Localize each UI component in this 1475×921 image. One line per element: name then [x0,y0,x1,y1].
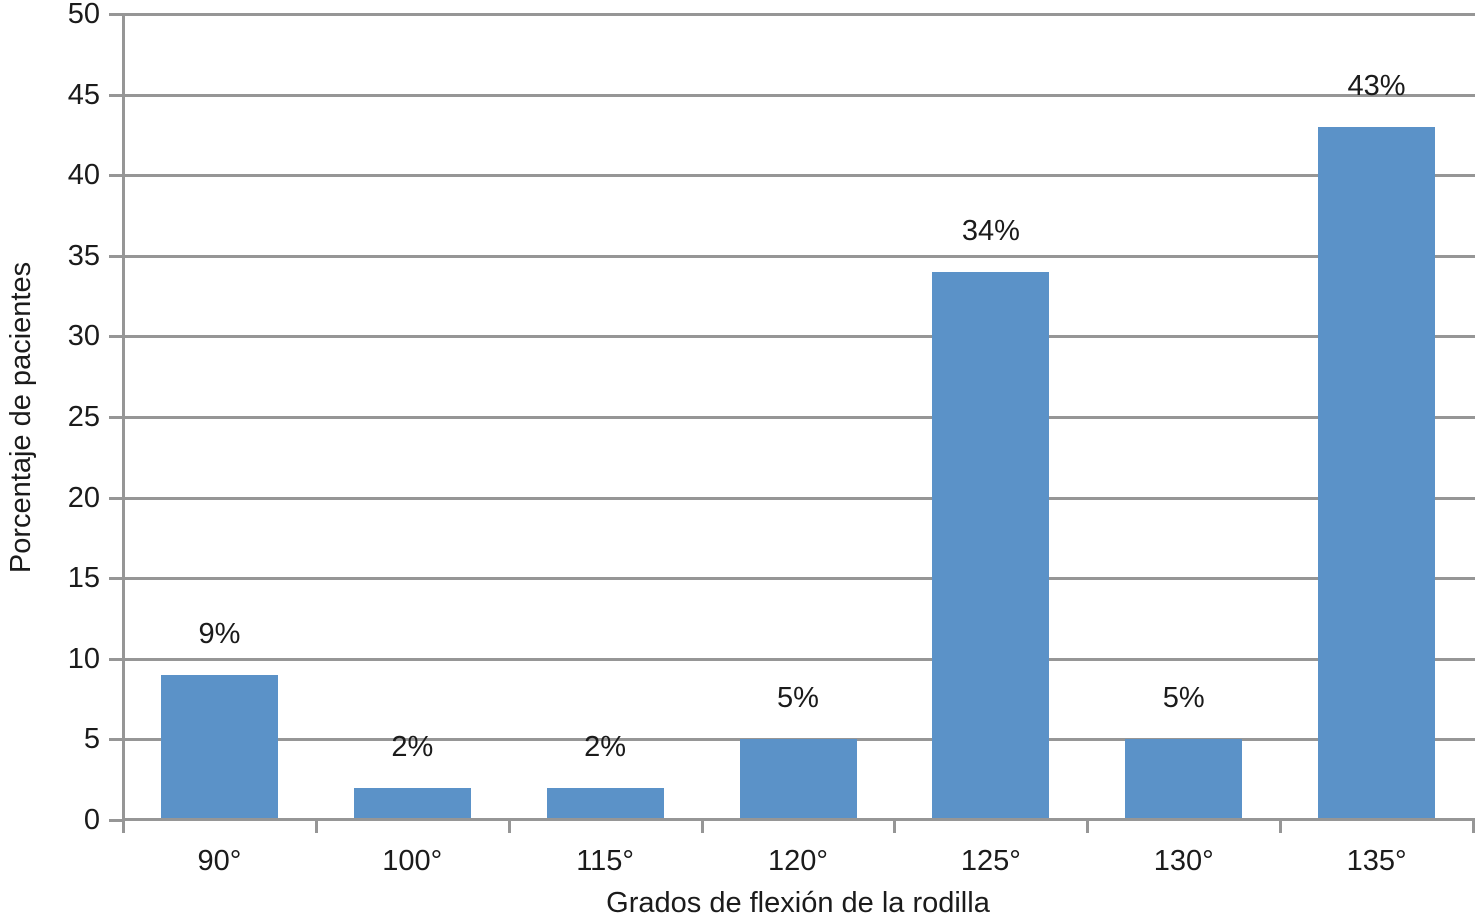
bar-value-label: 2% [391,730,434,763]
bar-value-label: 5% [1162,682,1205,715]
bar-value-label: 43% [1347,69,1406,102]
x-tick [507,820,511,833]
y-tick-label: 45 [67,78,100,111]
y-tick-label: 0 [83,804,100,836]
bar-value-label: 34% [961,214,1020,247]
x-tick [1086,820,1090,833]
y-axis-line [122,13,125,833]
x-tick [893,820,897,833]
gridline [123,335,1475,339]
y-tick-label: 15 [67,562,100,595]
y-tick [109,335,123,339]
gridline [123,416,1475,419]
y-tick [109,819,123,822]
x-tick-label: 135° [1346,845,1407,877]
bar [160,674,278,820]
bar [932,271,1050,820]
x-tick-label: 120° [767,845,828,877]
bar [739,739,857,820]
y-tick [109,577,123,581]
bar [1318,126,1436,820]
x-axis-line [123,818,1475,821]
bar-value-label: 2% [584,730,627,763]
x-tick [1472,820,1475,833]
x-axis-title: Grados de flexión de la rodilla [606,887,990,919]
y-tick-label: 20 [67,481,100,514]
y-tick-label: 10 [67,642,100,675]
x-tick [314,820,318,833]
bar-value-label: 5% [777,682,819,715]
y-tick-label: 5 [83,723,100,756]
x-tick [1279,820,1283,833]
y-tick [109,657,123,661]
y-tick [109,416,123,419]
gridline [123,496,1475,500]
gridline [123,93,1475,97]
x-tick-label: 90° [197,845,242,877]
plot-area: 0 5 10 15 20 25 30 35 40 45 50 9% 90° 2% 100° 2% 115° 5% 1… [68,0,1475,877]
x-tick-label: 100° [382,845,443,877]
bar [546,787,664,820]
y-tick-label: 50 [67,0,100,30]
gridline [123,13,1475,16]
x-tick-label: 125° [960,845,1021,877]
y-tick-label: 25 [67,401,100,433]
bar [353,787,471,820]
y-tick [109,13,123,16]
y-tick [109,93,123,97]
y-tick [109,174,123,178]
y-tick [109,496,123,500]
x-tick-label: 115° [576,845,635,877]
gridline [123,174,1475,178]
y-tick-label: 30 [67,320,100,353]
gridline [123,657,1475,661]
y-tick-label: 40 [67,159,100,192]
bar [1125,739,1243,820]
gridline [123,254,1475,258]
y-tick-label: 35 [67,239,100,272]
x-tick-label: 130° [1153,845,1214,877]
gridline [123,577,1475,581]
y-tick [109,738,123,742]
bar-value-label: 9% [198,617,241,650]
x-tick [122,820,125,833]
y-tick [109,254,123,258]
x-tick [700,820,704,833]
